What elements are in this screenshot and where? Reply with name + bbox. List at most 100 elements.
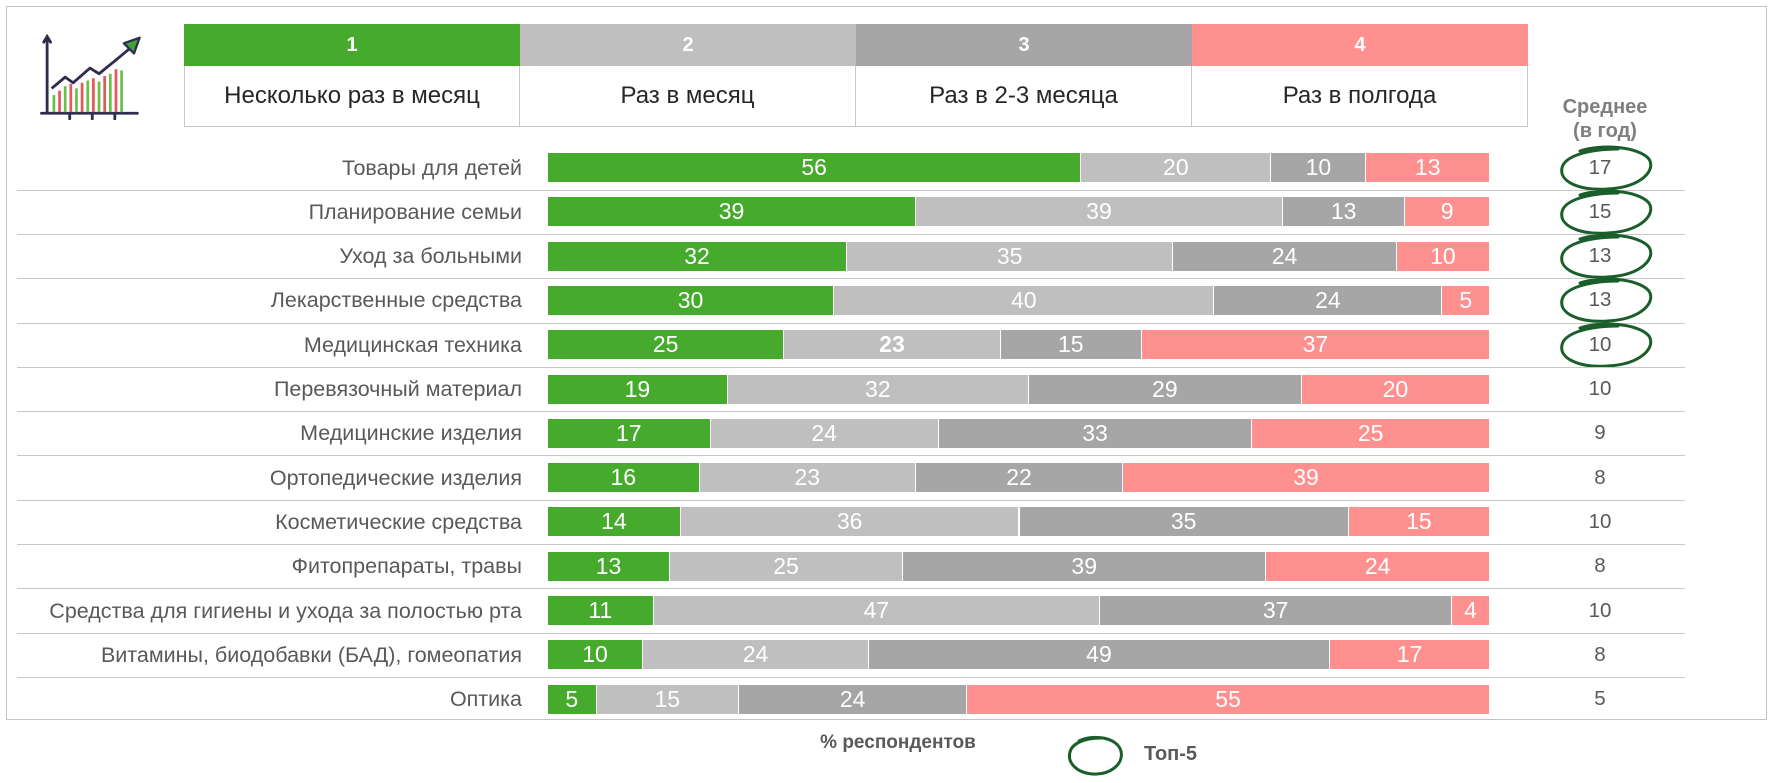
icon-trend-line — [50, 46, 132, 90]
legend-label: Несколько раз в месяц — [184, 66, 520, 127]
category-label: Фитопрепараты, травы — [291, 554, 522, 579]
average-value: 5 — [1594, 687, 1606, 711]
bar-segment: 24 — [709, 418, 938, 448]
bar-segment: 24 — [1213, 285, 1442, 315]
data-label: 17 — [615, 419, 642, 446]
average-value: 13 — [1588, 288, 1612, 312]
data-label: 32 — [684, 242, 710, 269]
data-label: 40 — [1010, 286, 1037, 313]
data-label: 39 — [1293, 464, 1319, 491]
data-label: 39 — [1071, 552, 1097, 579]
row-separator — [17, 366, 1685, 368]
bar-segment: 9 — [1404, 197, 1489, 227]
data-label: 55 — [1215, 685, 1241, 712]
row-separator — [17, 632, 1685, 634]
bar-segment: 5 — [1441, 285, 1489, 315]
average-value: 8 — [1594, 554, 1606, 578]
data-label: 10 — [582, 641, 608, 668]
bar-segment: 10 — [548, 640, 643, 670]
bar-segment: 4 — [1450, 596, 1489, 625]
bar-segment: 22 — [914, 463, 1122, 493]
data-label: 29 — [1152, 375, 1178, 402]
category-label: Оптика — [449, 687, 522, 712]
data-label: 4 — [1464, 597, 1477, 623]
top5-circle-path — [1560, 189, 1653, 235]
average-value: 10 — [1588, 332, 1612, 356]
bar-segment: 16 — [548, 463, 699, 493]
row-separator — [17, 544, 1685, 546]
bar-segment: 40 — [833, 285, 1214, 315]
average-value: 8 — [1594, 642, 1606, 666]
icon-bars-red — [58, 69, 118, 113]
bar-segment: 15 — [1347, 507, 1489, 537]
bar-segment: 25 — [1251, 418, 1489, 448]
average-value: 15 — [1588, 199, 1612, 223]
bar-segment: 5 — [548, 684, 596, 714]
data-label: 9 — [1440, 198, 1454, 225]
average-value: 8 — [1594, 465, 1606, 489]
category-label: Средства для гигиены и ухода за полостью… — [49, 598, 522, 623]
top5-circle-icon — [1560, 322, 1653, 368]
data-label: 25 — [652, 331, 679, 358]
legend-code: 1 — [184, 24, 520, 66]
top5-circle-icon — [1560, 189, 1653, 235]
bar-segment: 17 — [1329, 640, 1489, 670]
data-label: 10 — [1305, 154, 1332, 180]
data-label: 47 — [863, 597, 890, 623]
chart-frame — [6, 6, 1767, 720]
category-label: Планирование семьи — [308, 199, 522, 224]
data-label: 20 — [1382, 375, 1409, 402]
axis-note: % респондентов — [820, 732, 976, 753]
data-label: 23 — [879, 331, 905, 358]
category-label: Медицинские изделия — [300, 421, 522, 446]
legend-label: Раз в 2-3 месяца — [856, 66, 1192, 127]
data-label: 35 — [996, 242, 1023, 269]
data-label: 10 — [1430, 242, 1456, 269]
average-value: 17 — [1588, 155, 1612, 179]
data-label: 24 — [811, 419, 837, 446]
data-label: 17 — [1396, 641, 1423, 668]
data-label: 37 — [1262, 597, 1289, 623]
data-label: 15 — [654, 685, 681, 712]
category-label: Уход за больными — [339, 244, 522, 269]
average-value: 10 — [1588, 598, 1612, 622]
growth-chart-icon — [40, 33, 141, 120]
bar-segment: 11 — [548, 596, 653, 625]
legend-code: 2 — [520, 24, 856, 66]
bar-segment: 23 — [783, 330, 1000, 360]
bar-segment: 47 — [652, 596, 1100, 625]
data-label: 15 — [1406, 508, 1432, 535]
data-label: 49 — [1086, 641, 1112, 668]
bar-segment: 39 — [548, 197, 915, 227]
bar-segment: 14 — [548, 507, 680, 537]
icon-bars-green — [52, 70, 123, 113]
bar-segment: 33 — [937, 418, 1252, 448]
category-label: Лекарственные средства — [270, 288, 522, 313]
bar-segment: 13 — [1281, 197, 1405, 227]
bar-segment: 24 — [642, 640, 868, 670]
bar-segment: 37 — [1099, 596, 1451, 625]
data-label: 13 — [595, 552, 622, 579]
legend-item: 2 Раз в месяц — [520, 24, 856, 127]
data-label: 14 — [601, 508, 627, 535]
top5-circle — [1556, 320, 1656, 370]
average-value: 9 — [1594, 421, 1606, 445]
top5-circle-path — [1560, 145, 1653, 191]
data-label: 33 — [1082, 419, 1108, 446]
bar-segment: 25 — [669, 551, 903, 581]
bar-segment: 17 — [548, 418, 710, 448]
data-label: 13 — [1414, 154, 1441, 180]
bar-segment: 13 — [1365, 153, 1489, 182]
top5-legend-marker — [1065, 733, 1125, 777]
data-label: 5 — [1459, 286, 1473, 313]
data-label: 20 — [1163, 154, 1189, 180]
bar-segment: 49 — [867, 640, 1330, 670]
data-label: 19 — [624, 375, 651, 402]
bar-segment: 56 — [548, 153, 1081, 182]
row-separator — [17, 278, 1685, 280]
bar-segment: 30 — [548, 285, 834, 315]
data-label: 22 — [1006, 464, 1032, 491]
top5-circle — [1556, 231, 1656, 281]
data-label: 37 — [1302, 331, 1329, 358]
